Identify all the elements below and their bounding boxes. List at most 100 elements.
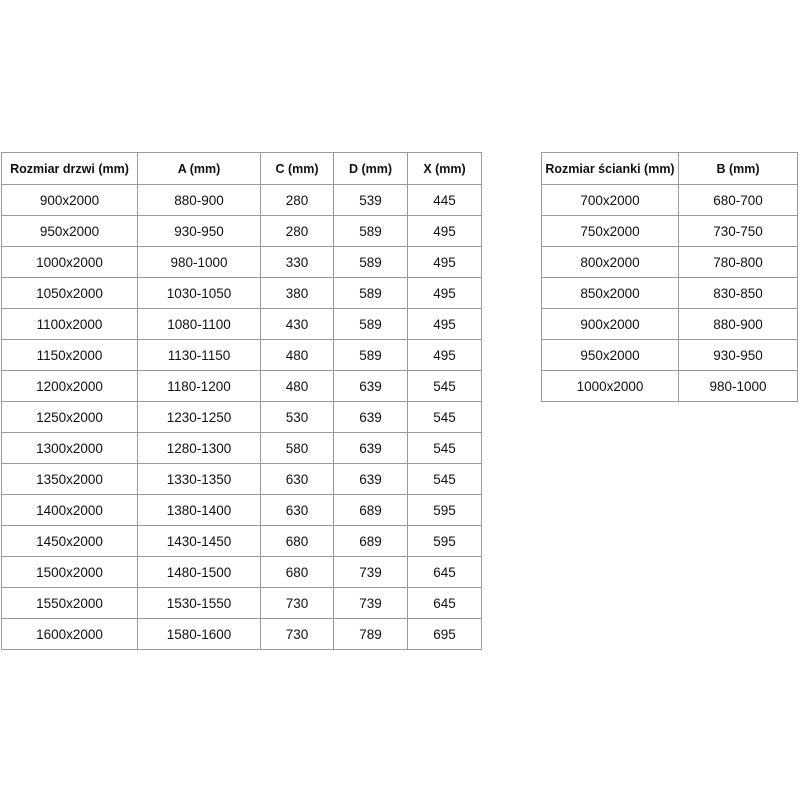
column-header: D (mm) — [333, 152, 408, 185]
table-cell: 930-950 — [678, 339, 798, 371]
table-row: 1000x2000 980-1000 — [541, 370, 798, 402]
table-row: 1200x2000 1180-1200 480 639 545 — [1, 370, 482, 402]
table-cell: 1580-1600 — [137, 618, 261, 650]
table-cell: 630 — [260, 494, 334, 526]
table-cell: 830-850 — [678, 277, 798, 309]
table-cell: 1100x2000 — [1, 308, 138, 340]
table-cell: 700x2000 — [541, 184, 679, 216]
table-cell: 1530-1550 — [137, 587, 261, 619]
table-cell: 980-1000 — [137, 246, 261, 278]
table-row: 1600x2000 1580-1600 730 789 695 — [1, 618, 482, 650]
table-cell: 1000x2000 — [541, 370, 679, 402]
table-cell: 1230-1250 — [137, 401, 261, 433]
table-cell: 1450x2000 — [1, 525, 138, 557]
table-cell: 680-700 — [678, 184, 798, 216]
column-header: A (mm) — [137, 152, 261, 185]
table-cell: 900x2000 — [1, 184, 138, 216]
table-row: 800x2000 780-800 — [541, 246, 798, 278]
table-row: 1450x2000 1430-1450 680 689 595 — [1, 525, 482, 557]
column-header: Rozmiar drzwi (mm) — [1, 152, 138, 185]
table-cell: 330 — [260, 246, 334, 278]
table-row: 1250x2000 1230-1250 530 639 545 — [1, 401, 482, 433]
table-cell: 680 — [260, 556, 334, 588]
table-row: 1100x2000 1080-1100 430 589 495 — [1, 308, 482, 340]
table-row: 700x2000 680-700 — [541, 184, 798, 216]
table-cell: 1250x2000 — [1, 401, 138, 433]
table-cell: 1280-1300 — [137, 432, 261, 464]
table-cell: 630 — [260, 463, 334, 495]
table-cell: 900x2000 — [541, 308, 679, 340]
table-cell: 1430-1450 — [137, 525, 261, 557]
table-cell: 589 — [333, 246, 408, 278]
table-cell: 589 — [333, 308, 408, 340]
table-cell: 495 — [407, 246, 482, 278]
table-cell: 789 — [333, 618, 408, 650]
table-cell: 545 — [407, 432, 482, 464]
table-cell: 639 — [333, 432, 408, 464]
table-row: 850x2000 830-850 — [541, 277, 798, 309]
table-cell: 730 — [260, 618, 334, 650]
table-cell: 1380-1400 — [137, 494, 261, 526]
table-row: 1050x2000 1030-1050 380 589 495 — [1, 277, 482, 309]
table-cell: 695 — [407, 618, 482, 650]
wall-size-table: Rozmiar ścianki (mm) B (mm) 700x2000 680-7… — [541, 152, 798, 402]
table-row: 1350x2000 1330-1350 630 639 545 — [1, 463, 482, 495]
table-cell: 280 — [260, 184, 334, 216]
table-cell: 589 — [333, 215, 408, 247]
table-cell: 1550x2000 — [1, 587, 138, 619]
table-cell: 639 — [333, 401, 408, 433]
table-row: 1400x2000 1380-1400 630 689 595 — [1, 494, 482, 526]
table-cell: 1330-1350 — [137, 463, 261, 495]
table-cell: 1180-1200 — [137, 370, 261, 402]
table-row: 1300x2000 1280-1300 580 639 545 — [1, 432, 482, 464]
table-cell: 880-900 — [678, 308, 798, 340]
table-cell: 930-950 — [137, 215, 261, 247]
table-cell: 730 — [260, 587, 334, 619]
column-header: Rozmiar ścianki (mm) — [541, 152, 679, 185]
table-cell: 495 — [407, 277, 482, 309]
table-cell: 689 — [333, 494, 408, 526]
table-row: 950x2000 930-950 — [541, 339, 798, 371]
table-row: 1000x2000 980-1000 330 589 495 — [1, 246, 482, 278]
table-cell: 730-750 — [678, 215, 798, 247]
table-cell: 689 — [333, 525, 408, 557]
table-cell: 645 — [407, 556, 482, 588]
table-cell: 1050x2000 — [1, 277, 138, 309]
table-cell: 580 — [260, 432, 334, 464]
table-cell: 1480-1500 — [137, 556, 261, 588]
table-cell: 1200x2000 — [1, 370, 138, 402]
table-cell: 445 — [407, 184, 482, 216]
table-cell: 539 — [333, 184, 408, 216]
table-cell: 1500x2000 — [1, 556, 138, 588]
table-cell: 1030-1050 — [137, 277, 261, 309]
table-cell: 950x2000 — [541, 339, 679, 371]
column-header: B (mm) — [678, 152, 798, 185]
table-cell: 380 — [260, 277, 334, 309]
column-header: X (mm) — [407, 152, 482, 185]
table-row: 900x2000 880-900 — [541, 308, 798, 340]
table-row: 1500x2000 1480-1500 680 739 645 — [1, 556, 482, 588]
table-cell: 639 — [333, 370, 408, 402]
table-cell: 480 — [260, 339, 334, 371]
table-cell: 850x2000 — [541, 277, 679, 309]
table-cell: 495 — [407, 215, 482, 247]
table-cell: 1130-1150 — [137, 339, 261, 371]
table-cell: 1350x2000 — [1, 463, 138, 495]
table-cell: 595 — [407, 525, 482, 557]
table-cell: 530 — [260, 401, 334, 433]
table-cell: 1150x2000 — [1, 339, 138, 371]
table-cell: 980-1000 — [678, 370, 798, 402]
table-cell: 495 — [407, 339, 482, 371]
table-cell: 750x2000 — [541, 215, 679, 247]
table-cell: 1000x2000 — [1, 246, 138, 278]
table-cell: 880-900 — [137, 184, 261, 216]
table-row: 900x2000 880-900 280 539 445 — [1, 184, 482, 216]
table-row: 750x2000 730-750 — [541, 215, 798, 247]
table-cell: 639 — [333, 463, 408, 495]
table-cell: 950x2000 — [1, 215, 138, 247]
table-cell: 739 — [333, 556, 408, 588]
table-cell: 589 — [333, 277, 408, 309]
table-cell: 645 — [407, 587, 482, 619]
table-header-row: Rozmiar ścianki (mm) B (mm) — [541, 152, 798, 185]
table-header-row: Rozmiar drzwi (mm) A (mm) C (mm) D (mm) X (m… — [1, 152, 482, 185]
